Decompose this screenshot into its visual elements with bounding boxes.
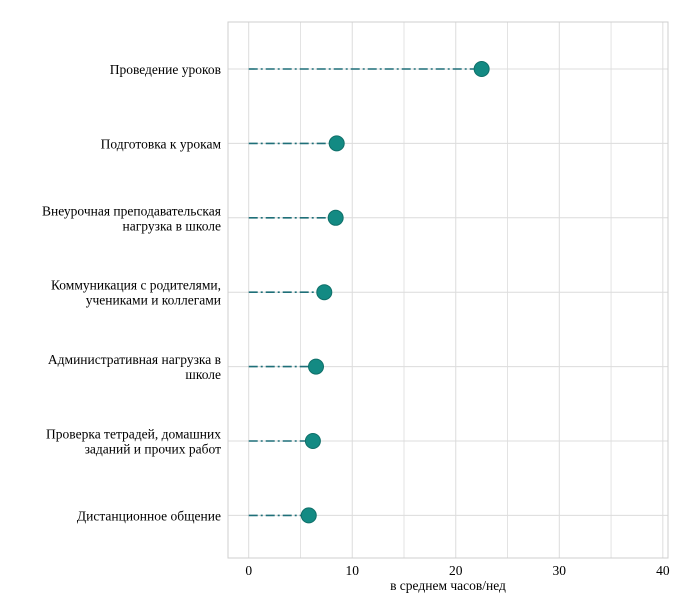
category-label-5: Проверка тетрадей, домашних заданий и про… [46,427,221,457]
x-tick-label-2: 20 [449,563,463,578]
category-label-line: Проверка тетрадей, домашних [46,427,221,442]
category-labels: Проведение уроков Подготовка к урокам Внеу… [42,62,221,523]
x-tick-label-3: 30 [553,563,567,578]
category-label-4: Административная нагрузка в школе [48,352,221,382]
category-label-line: Проведение уроков [110,62,221,77]
category-label-3: Коммуникация с родителями, учениками и ко… [51,278,221,308]
data-point-6 [300,507,317,524]
category-label-line: Коммуникация с родителями, [51,278,221,293]
x-tick-label-4: 40 [656,563,670,578]
x-axis-title: в среднем часов/нед [390,578,506,593]
category-label-line: Административная нагрузка в [48,352,221,367]
category-label-1: Подготовка к урокам [101,136,222,151]
stems [248,68,482,517]
category-label-line: Дистанционное общение [77,508,221,523]
category-label-line: заданий и прочих работ [85,442,222,457]
points [300,61,490,524]
data-point-3 [316,284,333,301]
category-label-line: учениками и коллегами [86,293,221,308]
data-point-2 [327,209,344,226]
category-label-line: школе [185,367,221,382]
data-point-0 [473,61,490,77]
data-point-5 [304,433,321,449]
category-label-line: нагрузка в школе [123,218,221,233]
category-label-line: Подготовка к урокам [101,136,222,151]
category-label-0: Проведение уроков [110,62,221,77]
data-point-4 [308,358,324,375]
category-label-2: Внеурочная преподавательская нагрузка в ш… [42,203,221,233]
x-tick-labels: 0 10 20 30 40 [245,563,669,578]
category-label-6: Дистанционное общение [77,508,221,523]
plot-frame [227,21,669,559]
category-label-line: Внеурочная преподавательская [42,203,221,218]
data-point-1 [328,135,345,152]
x-tick-label-0: 0 [245,563,252,578]
x-tick-label-1: 10 [345,563,359,578]
